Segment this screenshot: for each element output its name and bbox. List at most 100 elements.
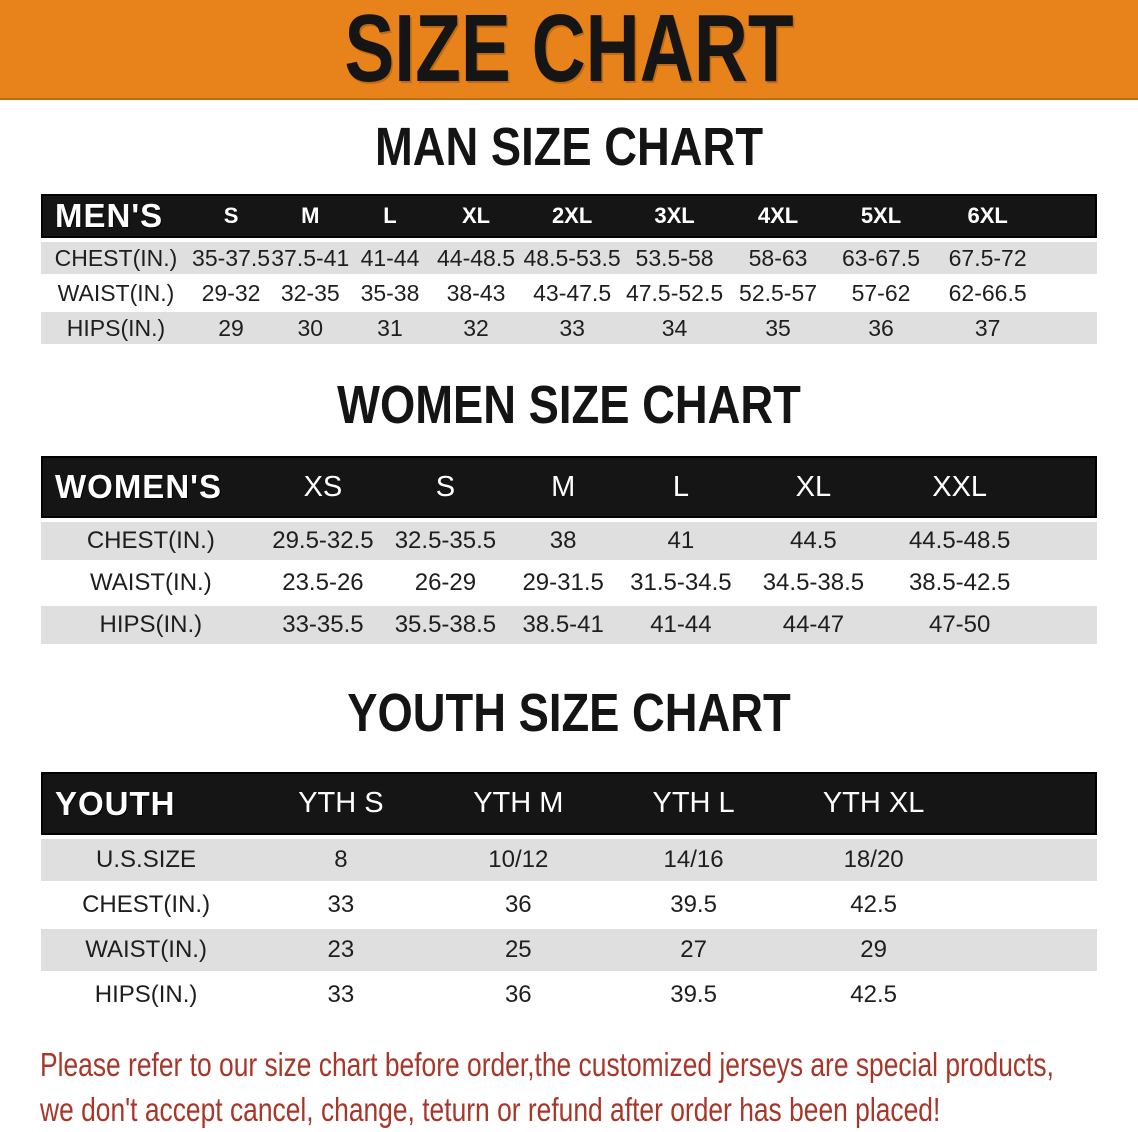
table-cell: 35-37.5 xyxy=(192,244,271,271)
women-size-chart-title-text: WOMEN SIZE CHART xyxy=(337,375,801,435)
table-cell: 38.5-42.5 xyxy=(908,569,1011,596)
column-header: XL xyxy=(795,470,832,503)
men-size-table: MEN'S S M L XL 2XL 3XL 4XL 5XL 6XL CHEST(IN.) 35-37… xyxy=(41,194,1097,344)
table-cell: 41-44 xyxy=(650,611,712,638)
row-label: CHEST(IN.) xyxy=(82,891,211,918)
column-header: M xyxy=(551,470,576,503)
table-cell: 57-62 xyxy=(851,279,911,306)
table-cell: 18/20 xyxy=(843,846,904,873)
women-size-chart-title: WOMEN SIZE CHART xyxy=(0,374,1138,436)
table-row: HIPS(IN.) 33-35.5 35.5-38.5 38.5-41 41-44 44-… xyxy=(41,606,1097,644)
row-label: WAIST(IN.) xyxy=(89,569,212,596)
table-cell: 34.5-38.5 xyxy=(762,569,865,596)
table-cell: 53.5-58 xyxy=(635,244,714,271)
column-header: 2XL xyxy=(551,203,593,228)
row-label: WAIST(IN.) xyxy=(85,936,207,963)
table-cell: 42.5 xyxy=(850,891,897,918)
man-size-chart-title-text: MAN SIZE CHART xyxy=(374,117,764,177)
table-cell: 23.5-26 xyxy=(282,569,364,596)
table-row: HIPS(IN.) 29 30 31 32 33 34 35 36 37 xyxy=(41,312,1097,344)
table-cell: 37 xyxy=(974,314,1001,341)
table-cell: 35 xyxy=(765,314,791,341)
table-cell: 36 xyxy=(504,891,532,918)
table-cell: 35-38 xyxy=(360,279,420,306)
table-row: CHEST(IN.) 33 36 39.5 42.5 xyxy=(41,884,1097,926)
table-cell: 33-35.5 xyxy=(282,611,364,638)
table-cell: 43-47.5 xyxy=(533,279,612,306)
table-cell: 58-63 xyxy=(748,244,808,271)
table-cell: 62-66.5 xyxy=(948,279,1027,306)
column-header: 4XL xyxy=(757,203,799,228)
row-label: HIPS(IN.) xyxy=(94,981,198,1008)
table-cell: 31 xyxy=(377,314,403,341)
table-cell: 63-67.5 xyxy=(841,244,920,271)
column-header: YTH L xyxy=(652,787,735,819)
table-cell: 23 xyxy=(327,936,355,963)
table-row: CHEST(IN.) 29.5-32.5 32.5-35.5 38 41 44.5 44.5… xyxy=(41,522,1097,560)
table-cell: 52.5-57 xyxy=(739,279,818,306)
table-cell: 47.5-52.5 xyxy=(625,279,724,306)
table-cell: 44-47 xyxy=(782,611,845,638)
table-cell: 33 xyxy=(559,314,585,341)
table-cell: 44.5-48.5 xyxy=(908,527,1011,554)
table-cell: 41 xyxy=(667,527,695,554)
table-cell: 39.5 xyxy=(670,891,717,918)
table-cell: 29 xyxy=(860,936,887,963)
row-label: WAIST(IN.) xyxy=(57,279,175,306)
table-cell: 34 xyxy=(661,314,688,341)
table-cell: 37.5-41 xyxy=(271,244,350,271)
table-cell: 33 xyxy=(327,891,355,918)
disclaimer-line-1: Please refer to our size chart before or… xyxy=(40,1046,1054,1083)
table-header-label: MEN'S xyxy=(55,197,164,234)
column-header: YTH M xyxy=(473,787,564,819)
table-cell: 42.5 xyxy=(850,981,897,1008)
table-cell: 48.5-53.5 xyxy=(523,244,621,271)
table-cell: 67.5-72 xyxy=(948,244,1027,271)
youth-size-chart-title: YOUTH SIZE CHART xyxy=(0,682,1138,744)
man-size-chart-title: MAN SIZE CHART xyxy=(0,116,1138,178)
table-cell: 29.5-32.5 xyxy=(272,527,374,554)
size-chart-banner: SIZE CHART xyxy=(0,0,1138,100)
column-header: S xyxy=(435,470,456,503)
youth-size-chart-title-text: YOUTH SIZE CHART xyxy=(347,683,791,743)
table-cell: 10/12 xyxy=(488,846,549,873)
column-header: 6XL xyxy=(967,203,1008,228)
table-cell: 44-48.5 xyxy=(437,244,516,271)
women-size-table: WOMEN'S XS S M L XL XXL CHEST(IN.) 29.5-32.5 32.5… xyxy=(41,456,1097,644)
table-cell: 33 xyxy=(327,981,355,1008)
column-header: YTH S xyxy=(298,787,384,819)
disclaimer: Please refer to our size chart before or… xyxy=(40,1042,1138,1132)
table-cell: 36 xyxy=(504,981,532,1008)
column-header: S xyxy=(223,203,239,228)
table-cell: 35.5-38.5 xyxy=(394,611,497,638)
column-header: 3XL xyxy=(654,203,695,228)
row-label: HIPS(IN.) xyxy=(66,314,166,341)
column-header: L xyxy=(672,470,689,503)
table-cell: 32-35 xyxy=(280,279,340,306)
table-cell: 38 xyxy=(549,527,577,554)
row-label: CHEST(IN.) xyxy=(54,244,178,271)
table-cell: 25 xyxy=(504,936,532,963)
table-row: WAIST(IN.) 23 25 27 29 xyxy=(41,929,1097,971)
banner-title: SIZE CHART xyxy=(344,0,794,102)
table-cell: 38.5-41 xyxy=(522,611,604,638)
table-cell: 30 xyxy=(297,314,324,341)
column-header: M xyxy=(301,203,320,228)
table-cell: 29-32 xyxy=(201,279,261,306)
table-cell: 36 xyxy=(868,314,894,341)
column-header: XXL xyxy=(932,470,988,503)
table-cell: 31.5-34.5 xyxy=(630,569,732,596)
table-header-label: WOMEN'S xyxy=(55,468,223,505)
table-cell: 47-50 xyxy=(928,611,991,638)
row-label: U.S.SIZE xyxy=(96,846,197,873)
table-header-row: MEN'S S M L XL 2XL 3XL 4XL 5XL 6XL xyxy=(41,194,1097,238)
table-row: HIPS(IN.) 33 36 39.5 42.5 xyxy=(41,974,1097,1016)
table-cell: 32 xyxy=(463,314,489,341)
table-row: CHEST(IN.) 35-37.5 37.5-41 41-44 44-48.5 48.5… xyxy=(41,242,1097,274)
table-cell: 44.5 xyxy=(790,527,837,554)
table-cell: 32.5-35.5 xyxy=(394,527,497,554)
table-cell: 14/16 xyxy=(663,846,724,873)
column-header: YTH XL xyxy=(822,787,925,819)
column-header: 5XL xyxy=(860,203,902,228)
table-header-row: YOUTH YTH S YTH M YTH L YTH XL xyxy=(41,772,1097,835)
